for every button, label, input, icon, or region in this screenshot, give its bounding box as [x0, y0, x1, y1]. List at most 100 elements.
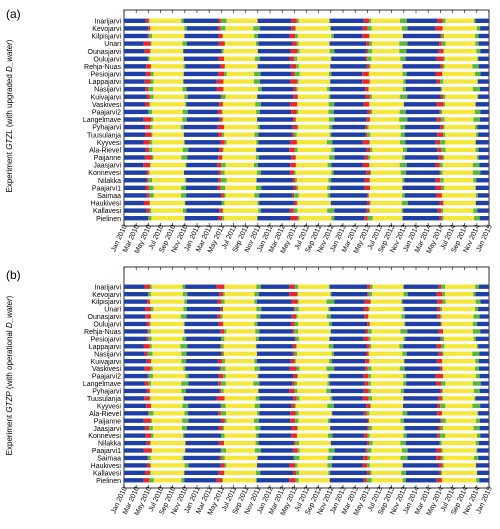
bar-ice: [258, 132, 270, 137]
bar-transition: [402, 178, 405, 183]
bar-open: [225, 26, 254, 31]
bar-ice: [343, 403, 367, 408]
bar-open: [368, 351, 403, 356]
bar-ice: [330, 314, 343, 319]
bar-ice: [257, 117, 270, 122]
bar-transition: [294, 71, 300, 77]
bar-melt: [366, 64, 370, 69]
bar-ice: [329, 306, 343, 312]
bar-melt: [145, 433, 151, 438]
bar-transition: [440, 140, 446, 145]
bar-ice: [416, 170, 440, 175]
bar-open: [372, 216, 404, 221]
bar-ice: [188, 403, 197, 408]
bar-ice: [343, 321, 368, 327]
bar-open: [226, 463, 259, 468]
bar-open: [224, 132, 255, 137]
bar-open: [443, 373, 477, 379]
bar-transition: [399, 344, 404, 349]
bar-ice: [403, 102, 416, 107]
bar-transition: [331, 170, 334, 175]
bar-melt: [438, 284, 442, 289]
bar-melt: [362, 463, 368, 468]
bar-ice: [416, 411, 438, 416]
bar-transition: [221, 109, 223, 115]
bar-melt: [218, 470, 225, 475]
bar-ice: [334, 117, 343, 122]
bar-ice: [261, 185, 270, 191]
bar-melt: [144, 366, 151, 371]
bar-ice: [330, 329, 343, 334]
bar-open: [443, 79, 478, 84]
bar-transition: [150, 284, 152, 289]
bar-open: [151, 216, 185, 221]
bar-transition: [149, 478, 154, 483]
bar-melt: [292, 381, 295, 386]
bar-transition: [256, 284, 261, 289]
bar-ice: [405, 79, 416, 84]
bar-transition: [439, 440, 442, 446]
bar-transition: [149, 48, 151, 54]
bar-melt: [293, 396, 297, 401]
bar-open: [224, 426, 256, 431]
bar-transition: [399, 117, 408, 122]
bar-ice: [124, 178, 147, 183]
bar-ice: [260, 208, 270, 213]
bar-ice: [185, 366, 197, 371]
bar-melt: [219, 366, 222, 371]
bar-open: [299, 366, 327, 371]
bar-ice: [416, 56, 437, 61]
bar-ice: [343, 200, 367, 206]
bar-open: [150, 292, 183, 297]
bar-transition: [367, 455, 371, 461]
bar-open: [372, 396, 404, 401]
bar-open: [225, 41, 257, 46]
bar-open: [369, 359, 404, 364]
bar-transition: [296, 344, 297, 349]
bar-transition: [255, 329, 260, 334]
bar-ice: [197, 193, 222, 198]
bar-melt: [290, 321, 295, 327]
bar-ice: [259, 200, 270, 206]
bar-melt: [365, 124, 367, 130]
bar-transition: [149, 147, 153, 153]
bar-open: [152, 373, 186, 379]
bar-transition: [400, 140, 406, 145]
bar-transition: [223, 373, 226, 379]
bar-open: [369, 79, 404, 84]
bar-ice: [197, 147, 220, 153]
bar-ice: [416, 306, 438, 312]
bar-ice: [416, 193, 436, 198]
bar-transition: [367, 132, 371, 137]
bar-transition: [440, 306, 443, 312]
bar-ice: [270, 132, 292, 137]
bar-ice: [270, 208, 290, 213]
lake-label: Pyhajarvi: [92, 389, 121, 396]
bar-ice: [343, 351, 367, 356]
bar-ice: [197, 109, 218, 115]
bar-transition: [295, 478, 299, 483]
bar-ice: [416, 71, 436, 77]
bar-transition: [328, 306, 330, 312]
bar-transition: [184, 448, 186, 453]
bar-ice: [197, 418, 221, 423]
bar-ice: [270, 41, 293, 46]
lake-label: Unari: [104, 41, 121, 48]
bar-ice: [416, 329, 439, 334]
bar-open: [150, 26, 185, 31]
bar-ice: [197, 426, 219, 431]
bar-melt: [437, 403, 441, 408]
bar-transition: [368, 306, 370, 312]
bar-open: [443, 396, 475, 401]
bar-transition: [441, 185, 445, 191]
bar-transition: [472, 64, 479, 69]
bar-transition: [329, 132, 332, 137]
bar-open: [150, 48, 183, 54]
bar-ice: [331, 178, 343, 183]
bar-ice: [124, 193, 147, 198]
bar-ice: [124, 41, 144, 46]
bar-open: [441, 321, 473, 327]
bar-transition: [294, 329, 299, 334]
bar-ice: [259, 329, 270, 334]
bar-melt: [291, 155, 296, 160]
